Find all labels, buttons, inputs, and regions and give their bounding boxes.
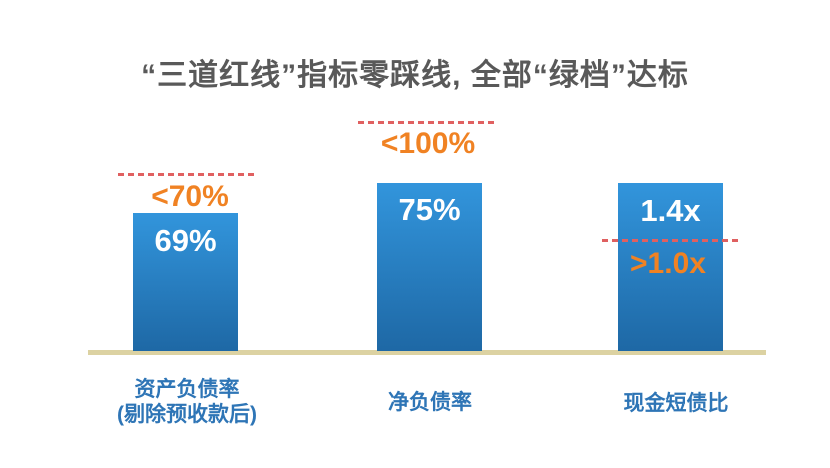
threshold-dashed-line-3 <box>602 239 741 242</box>
x-axis-line <box>88 350 766 355</box>
category-label-1-line2: (剔除预收款后) <box>117 403 257 426</box>
chart-title: “三道红线”指标零踩线, 全部“绿档”达标 <box>141 59 689 92</box>
bar-asset-liability-ratio <box>133 213 238 351</box>
category-label-1: 资产负债率 (剔除预收款后) <box>77 377 297 427</box>
bar-value-2: 75% <box>398 192 461 227</box>
category-label-1-line1: 资产负债率 <box>134 378 240 401</box>
bar-value-3: 1.4x <box>640 193 701 228</box>
threshold-dashed-line-2 <box>358 121 497 124</box>
threshold-label-1: <70% <box>151 180 229 213</box>
threshold-dashed-line-1 <box>118 173 254 176</box>
bar-net-debt-ratio <box>377 183 482 351</box>
threshold-label-2: <100% <box>380 127 476 160</box>
threshold-label-3: >1.0x <box>630 247 706 280</box>
category-label-3: 现金短债比 <box>623 392 729 415</box>
bar-cash-short-debt-ratio <box>618 183 723 351</box>
bar-value-1: 69% <box>154 223 217 258</box>
category-label-2: 净负债率 <box>388 391 472 414</box>
